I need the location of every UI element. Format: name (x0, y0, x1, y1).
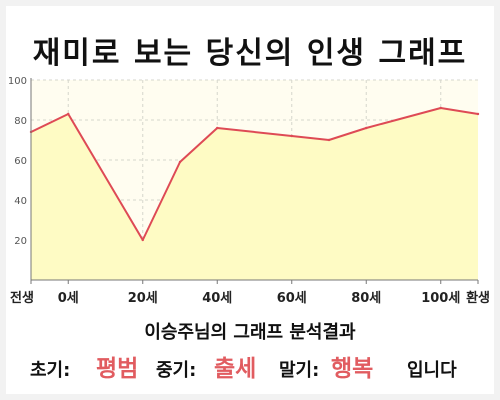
data-point (67, 112, 70, 116)
x-tick-label: 80세 (351, 291, 381, 306)
late-label: 말기: (279, 360, 320, 381)
analysis-summary: 이승주님의 그래프 분석결과 (144, 322, 356, 343)
early-label: 초기: (30, 360, 71, 381)
data-point (365, 126, 368, 130)
data-point (476, 112, 480, 116)
x-tick-label: 40세 (202, 291, 232, 306)
data-point (439, 106, 442, 110)
x-tick-label: 100세 (421, 291, 460, 306)
x-tick-label: 환생 (466, 290, 490, 306)
data-point (141, 238, 144, 242)
x-tick-label: 60세 (277, 291, 307, 306)
analysis-result: 초기: 평범 중기: 출세 말기: 행복 입니다 (0, 344, 500, 384)
x-tick-label: 20세 (128, 291, 158, 306)
data-point (178, 160, 182, 164)
late-value: 행복 (331, 356, 374, 382)
y-tick-label: 20 (14, 236, 27, 247)
result-ending: 입니다 (407, 360, 457, 381)
early-value: 평범 (96, 356, 139, 382)
y-tick-label: 80 (14, 116, 27, 127)
life-graph-chart: 20 40 60 80 100 전생 0세 20세 40세 60세 80세 100세 환생 (8, 76, 490, 306)
y-tick-label: 40 (14, 196, 27, 207)
data-point (216, 126, 219, 130)
area-fill (31, 108, 478, 280)
mid-label: 중기: (156, 360, 197, 381)
y-tick-label: 100 (8, 76, 27, 87)
data-point (290, 134, 293, 138)
series-line (30, 107, 479, 241)
chart-title: 재미로 보는 당신의 인생 그래프 (32, 36, 468, 71)
data-point (327, 138, 331, 142)
x-tick-label: 전생 (10, 290, 34, 306)
mid-value: 출세 (214, 356, 257, 382)
x-tick-label: 0세 (58, 291, 79, 306)
y-tick-label: 60 (14, 156, 27, 167)
